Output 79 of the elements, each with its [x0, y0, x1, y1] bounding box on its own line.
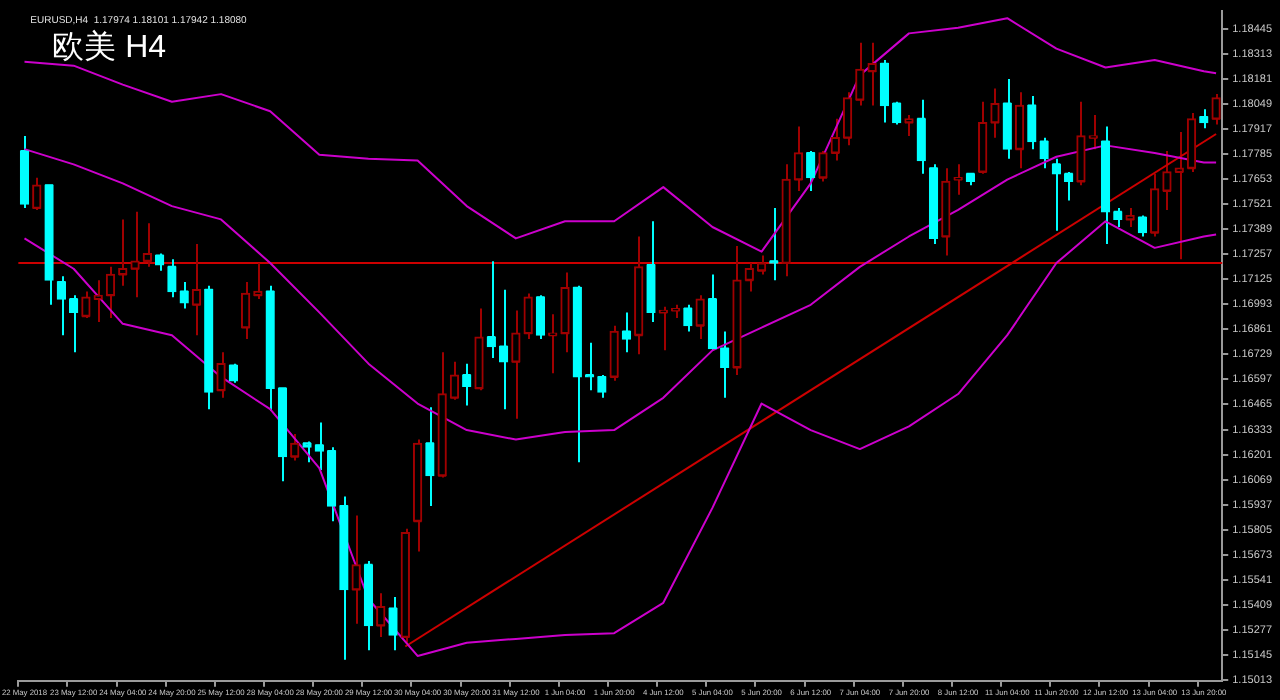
- candlestick: [437, 351, 447, 479]
- candlestick: [634, 235, 644, 356]
- candlestick: [781, 163, 791, 278]
- candlestick: [412, 438, 423, 553]
- candlestick: [892, 100, 902, 126]
- candlestick: [1039, 136, 1049, 170]
- candlestick: [830, 117, 840, 162]
- candlestick: [793, 125, 804, 192]
- candlestick: [978, 100, 988, 175]
- candlestick: [19, 134, 30, 210]
- candlestick: [351, 514, 361, 625]
- candlestick: [646, 220, 656, 323]
- candlestick: [597, 374, 607, 399]
- candlestick: [118, 218, 128, 287]
- candlestick: [806, 150, 816, 192]
- candlestick: [867, 41, 877, 107]
- candlestick: [326, 446, 337, 523]
- candlestick: [56, 275, 67, 337]
- candlestick: [449, 360, 460, 401]
- candlestick: [523, 292, 533, 340]
- candlestick: [388, 596, 398, 652]
- candlestick: [609, 324, 619, 382]
- candlestick: [535, 294, 546, 340]
- candlestick: [941, 167, 951, 257]
- candlestick: [81, 290, 91, 320]
- candlestick: [683, 303, 693, 333]
- candlestick: [191, 243, 202, 337]
- candlestick: [498, 288, 509, 411]
- candlestick: [376, 592, 386, 638]
- candlestick: [695, 294, 705, 340]
- candlestick: [130, 210, 140, 299]
- candlestick: [1002, 77, 1012, 160]
- candlestick: [228, 362, 238, 384]
- candlestick: [1150, 172, 1160, 238]
- candlestick: [855, 41, 865, 107]
- candlestick: [32, 176, 42, 211]
- candlestick: [204, 284, 214, 411]
- candlestick: [1162, 150, 1172, 211]
- candlestick: [1211, 93, 1221, 126]
- candlestick: [916, 98, 926, 175]
- candlestick: [474, 307, 484, 392]
- candlestick: [363, 560, 374, 652]
- candlestick: [105, 265, 116, 320]
- candlestick: [818, 150, 828, 183]
- candlestick: [1186, 112, 1197, 173]
- candlestick: [511, 309, 521, 420]
- candlestick: [314, 421, 324, 471]
- candlestick: [1199, 108, 1209, 130]
- candlestick: [167, 258, 177, 299]
- candlestick: [1137, 214, 1148, 238]
- candlestick: [265, 284, 275, 413]
- text: 欧美 H4: [52, 28, 167, 65]
- candlestick: [400, 527, 410, 644]
- candlestick: [928, 163, 939, 246]
- candlestick: [732, 244, 742, 377]
- candlestick: [707, 273, 718, 352]
- candlestick: [965, 172, 976, 187]
- candlestick: [768, 207, 779, 282]
- candlestick: [756, 254, 767, 276]
- candlestick: [584, 341, 595, 392]
- candlestick: [277, 387, 288, 483]
- candlestick: [879, 58, 890, 124]
- candlestick: [842, 91, 853, 147]
- candlestick: [560, 271, 570, 354]
- candlestick: [339, 495, 349, 661]
- candlestick: [1027, 95, 1037, 151]
- candlestick: [1014, 91, 1025, 170]
- candlestick: [1100, 125, 1111, 246]
- candlestick: [744, 262, 754, 293]
- candlestick: [216, 351, 226, 399]
- candlestick: [142, 222, 152, 268]
- candlestick: [44, 184, 54, 306]
- candlestick: [720, 330, 730, 399]
- candlestick: [240, 281, 251, 340]
- candlestick: [1174, 131, 1184, 261]
- candlestick: [1076, 100, 1086, 187]
- candlestick: [990, 87, 1000, 139]
- candlestick: [425, 406, 435, 508]
- candlestick: [572, 284, 582, 464]
